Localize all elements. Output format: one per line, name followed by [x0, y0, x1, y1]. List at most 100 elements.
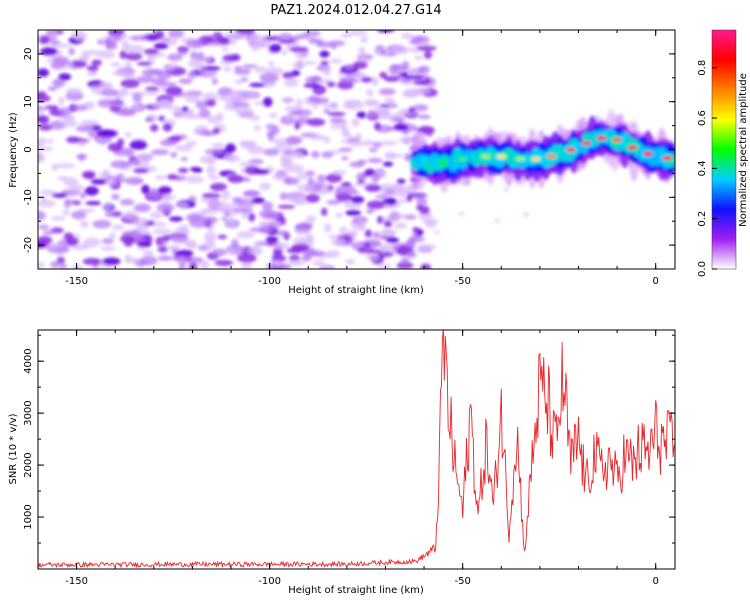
noise-blob [320, 60, 330, 65]
noise-blob [158, 115, 166, 122]
noise-blob [200, 65, 207, 75]
x-tick-label: -50 [454, 276, 470, 287]
noise-blob [185, 213, 203, 222]
noise-blob [119, 198, 135, 206]
noise-blob [96, 129, 116, 138]
noise-blob [79, 138, 91, 144]
noise-blob [283, 77, 299, 87]
noise-blob [62, 115, 76, 121]
ridge-hotspot [581, 141, 592, 146]
noise-blob [47, 138, 54, 144]
noise-blob [46, 244, 64, 248]
noise-blob [57, 96, 65, 105]
noise-blob [233, 208, 253, 213]
noise-blob [285, 114, 295, 120]
noise-blob [262, 97, 273, 107]
noise-blob [110, 62, 121, 68]
noise-blob [366, 200, 386, 210]
noise-blob [303, 83, 321, 88]
noise-blob [291, 243, 310, 252]
noise-blob [281, 97, 295, 103]
noise-blob [330, 42, 337, 50]
noise-blob [250, 44, 261, 52]
noise-blob [98, 82, 110, 90]
noise-blob [208, 175, 220, 180]
noise-blob [311, 150, 320, 159]
noise-blob [295, 34, 310, 40]
ridge-hotspot [627, 145, 638, 150]
noise-blob [335, 212, 343, 218]
noise-blob [416, 204, 424, 211]
colorbar-tick-label: 0.4 [697, 160, 708, 176]
noise-blob [186, 39, 205, 49]
noise-blob [247, 145, 266, 155]
snr-ylabel: SNR (10 * v/v) [8, 413, 19, 484]
noise-blob [104, 202, 112, 210]
noise-blob [136, 61, 152, 66]
noise-blob [161, 196, 171, 202]
noise-blob [283, 177, 300, 185]
noise-blob [216, 36, 230, 43]
noise-blob [86, 65, 99, 72]
noise-blob [38, 210, 46, 221]
noise-blob [84, 186, 99, 196]
noise-blob [258, 220, 271, 228]
noise-blob [170, 233, 189, 243]
noise-blob [325, 250, 341, 258]
noise-blob [348, 229, 359, 238]
noise-blob [390, 64, 401, 70]
noise-blob [167, 106, 181, 111]
noise-blob [335, 192, 353, 202]
noise-blob [142, 250, 155, 256]
noise-blob [224, 104, 238, 111]
noise-blob [111, 224, 125, 231]
noise-blob [250, 34, 267, 45]
x-tick-label: -150 [65, 576, 88, 587]
noise-blob [214, 259, 234, 267]
noise-blob [91, 59, 102, 66]
noise-blob [81, 170, 96, 179]
noise-blob [217, 234, 228, 240]
noise-blob [323, 108, 331, 114]
noise-blob [156, 71, 172, 80]
noise-blob [80, 119, 100, 126]
noise-blob [38, 68, 49, 77]
noise-blob [204, 71, 218, 76]
noise-blob [408, 67, 422, 76]
noise-blob [372, 141, 383, 148]
noise-blob [494, 218, 501, 223]
noise-blob [73, 31, 88, 42]
noise-blob [339, 226, 348, 236]
noise-blob [63, 199, 81, 204]
noise-blob [50, 216, 66, 221]
noise-blob [292, 61, 306, 69]
noise-blob [204, 148, 224, 155]
noise-blob [263, 148, 279, 156]
noise-blob [458, 211, 465, 216]
noise-blob [237, 252, 257, 263]
noise-blob [227, 174, 245, 184]
noise-blob [360, 36, 369, 43]
noise-blob [363, 100, 380, 107]
noise-blob [351, 117, 360, 128]
x-tick-label: -100 [258, 276, 281, 287]
noise-blob [385, 153, 404, 158]
noise-blob [169, 216, 183, 222]
noise-blob [180, 156, 188, 162]
noise-blob [212, 127, 221, 135]
noise-blob [423, 50, 433, 59]
noise-blob [178, 51, 188, 56]
noise-blob [197, 51, 205, 61]
noise-blob [71, 210, 87, 220]
noise-blob [135, 225, 149, 234]
noise-blob [297, 222, 314, 230]
noise-blob [265, 236, 279, 243]
noise-blob [82, 237, 101, 248]
noise-blob [376, 263, 393, 269]
noise-blob [203, 232, 217, 242]
noise-blob [377, 170, 386, 177]
y-tick-label: 10 [23, 95, 34, 108]
noise-blob [107, 142, 123, 152]
noise-blob [155, 175, 167, 180]
